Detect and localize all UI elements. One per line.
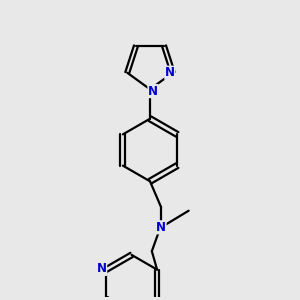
Text: N: N bbox=[148, 85, 158, 98]
Text: N: N bbox=[165, 66, 175, 79]
Text: N: N bbox=[97, 262, 107, 275]
Text: N: N bbox=[156, 221, 166, 234]
